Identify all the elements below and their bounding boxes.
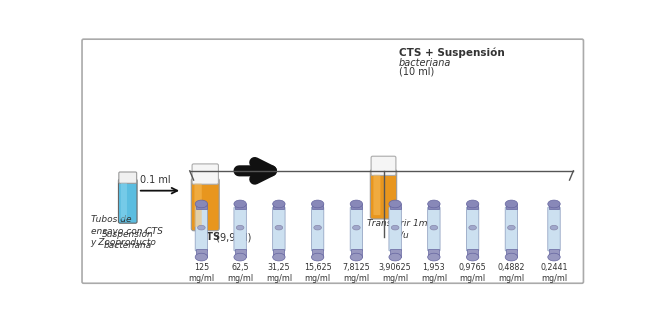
Text: (10 ml): (10 ml) (399, 67, 434, 77)
Ellipse shape (198, 225, 205, 230)
FancyBboxPatch shape (234, 207, 246, 251)
Ellipse shape (389, 253, 401, 261)
Text: 0,4882
mg/ml: 0,4882 mg/ml (498, 263, 525, 283)
Text: (9,9ml): (9,9ml) (213, 232, 252, 243)
FancyBboxPatch shape (373, 175, 380, 215)
Bar (390, 204, 400, 209)
FancyBboxPatch shape (350, 207, 363, 251)
Bar (549, 249, 560, 257)
Bar (428, 249, 439, 257)
Bar (351, 204, 362, 209)
FancyBboxPatch shape (194, 183, 202, 227)
Text: 62,5
mg/ml: 62,5 mg/ml (227, 263, 254, 283)
Text: 0.1 ml: 0.1 ml (140, 175, 170, 185)
Ellipse shape (469, 225, 476, 230)
Bar (196, 204, 207, 209)
Ellipse shape (234, 200, 246, 208)
FancyBboxPatch shape (273, 207, 285, 251)
Ellipse shape (237, 225, 244, 230)
Ellipse shape (428, 253, 440, 261)
Ellipse shape (508, 225, 515, 230)
Text: 3,90625
mg/ml: 3,90625 mg/ml (379, 263, 411, 283)
Ellipse shape (311, 253, 324, 261)
FancyBboxPatch shape (311, 207, 324, 251)
FancyBboxPatch shape (370, 169, 396, 219)
Ellipse shape (428, 200, 440, 208)
Bar (549, 204, 560, 209)
Bar (196, 249, 207, 257)
Ellipse shape (389, 200, 401, 208)
Ellipse shape (505, 253, 517, 261)
FancyBboxPatch shape (467, 207, 479, 251)
Bar (506, 249, 517, 257)
Bar (312, 204, 323, 209)
FancyBboxPatch shape (119, 172, 136, 183)
FancyBboxPatch shape (118, 179, 137, 223)
Bar (235, 204, 246, 209)
FancyBboxPatch shape (548, 207, 560, 251)
Bar (390, 249, 400, 257)
FancyBboxPatch shape (195, 207, 207, 251)
Bar (274, 249, 284, 257)
FancyBboxPatch shape (371, 156, 396, 175)
Ellipse shape (430, 225, 437, 230)
Ellipse shape (467, 200, 479, 208)
Bar (235, 249, 246, 257)
Ellipse shape (314, 225, 321, 230)
Text: CTS + Suspensión: CTS + Suspensión (399, 48, 505, 58)
Ellipse shape (350, 253, 363, 261)
Ellipse shape (550, 225, 558, 230)
Ellipse shape (273, 253, 285, 261)
Bar (467, 204, 478, 209)
Ellipse shape (195, 200, 207, 208)
Ellipse shape (548, 200, 560, 208)
FancyBboxPatch shape (191, 178, 219, 231)
Ellipse shape (505, 200, 517, 208)
Text: Tubos de
ensayo con CTS
y Zooproducto: Tubos de ensayo con CTS y Zooproducto (90, 215, 162, 247)
Text: 125
mg/ml: 125 mg/ml (188, 263, 215, 283)
Text: 7,8125
mg/ml: 7,8125 mg/ml (343, 263, 370, 283)
Ellipse shape (311, 200, 324, 208)
FancyBboxPatch shape (389, 207, 401, 251)
Ellipse shape (273, 200, 285, 208)
FancyBboxPatch shape (428, 207, 440, 251)
Bar (506, 204, 517, 209)
Ellipse shape (548, 253, 560, 261)
Text: 31,25
mg/ml: 31,25 mg/ml (266, 263, 292, 283)
Bar (274, 204, 284, 209)
FancyBboxPatch shape (121, 183, 127, 219)
FancyBboxPatch shape (192, 164, 218, 184)
Text: 1,953
mg/ml: 1,953 mg/ml (421, 263, 447, 283)
Text: Suspensión
bacteriana: Suspensión bacteriana (102, 229, 153, 250)
Text: 15,625
mg/ml: 15,625 mg/ml (304, 263, 332, 283)
Ellipse shape (350, 200, 363, 208)
Bar (351, 249, 362, 257)
Text: bacteriana: bacteriana (399, 58, 451, 68)
Ellipse shape (391, 225, 399, 230)
FancyBboxPatch shape (505, 207, 517, 251)
Text: Transferir 1ml a
c/u: Transferir 1ml a c/u (367, 219, 439, 239)
Bar (428, 204, 439, 209)
Ellipse shape (234, 253, 246, 261)
Text: CTS: CTS (199, 232, 220, 243)
Ellipse shape (467, 253, 479, 261)
Text: 0,2441
mg/ml: 0,2441 mg/ml (540, 263, 567, 283)
Ellipse shape (195, 253, 207, 261)
Bar (312, 249, 323, 257)
Ellipse shape (352, 225, 360, 230)
Text: 0,9765
mg/ml: 0,9765 mg/ml (459, 263, 486, 283)
FancyBboxPatch shape (82, 39, 584, 283)
Bar (467, 249, 478, 257)
Ellipse shape (275, 225, 283, 230)
